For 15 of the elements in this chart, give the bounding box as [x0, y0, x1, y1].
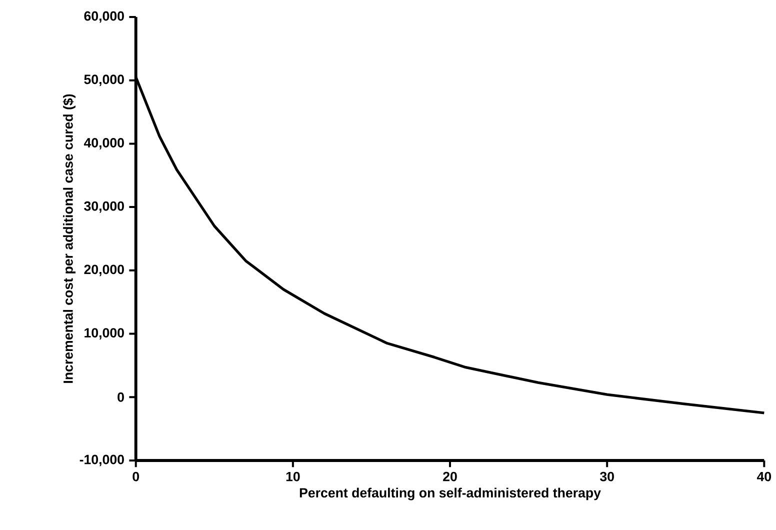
x-axis-title: Percent defaulting on self-administered therapy: [300, 488, 601, 500]
y-tick-label: 40,000: [84, 138, 124, 150]
y-tick-label: 20,000: [84, 264, 124, 276]
y-tick-label: 0: [118, 392, 124, 402]
x-tick-label: 20: [443, 472, 457, 482]
x-tick-label: 0: [132, 472, 140, 482]
y-tick-label: 50,000: [84, 74, 124, 86]
x-tick-label: 10: [286, 472, 300, 482]
y-tick-label: 10,000: [84, 328, 124, 340]
x-tick-label: 30: [600, 472, 614, 482]
y-tick-label: -10,000: [80, 454, 124, 466]
y-axis-title: Incremental cost per additional case cured ($): [62, 94, 76, 383]
y-tick-label: 30,000: [84, 201, 124, 213]
y-tick-label: 60,000: [84, 11, 124, 22]
x-tick-label: 40: [756, 472, 772, 482]
